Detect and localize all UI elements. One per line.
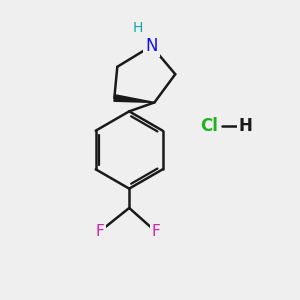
Polygon shape bbox=[114, 95, 154, 102]
Text: N: N bbox=[145, 37, 158, 55]
Text: F: F bbox=[95, 224, 104, 239]
Text: H: H bbox=[133, 20, 143, 34]
Text: Cl: Cl bbox=[200, 117, 218, 135]
Text: F: F bbox=[152, 224, 160, 239]
Text: H: H bbox=[238, 117, 252, 135]
